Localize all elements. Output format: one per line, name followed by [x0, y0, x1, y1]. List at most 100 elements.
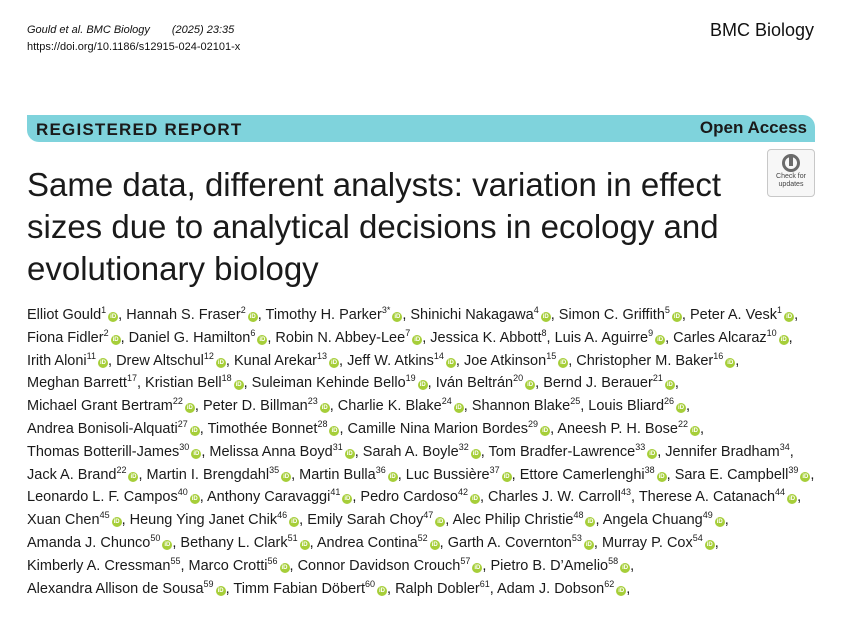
author: Meghan Barrett17, — [27, 373, 141, 392]
author: Murray P. Cox54iD, — [601, 532, 719, 551]
orcid-icon[interactable]: iD — [111, 517, 122, 528]
author-name: Meghan Barrett — [27, 375, 127, 392]
author: Michael Grant Bertram22iD, — [27, 396, 199, 415]
orcid-icon[interactable]: iD — [417, 380, 428, 391]
orcid-icon[interactable]: iD — [110, 334, 121, 345]
author-name: Simon C. Griffith — [558, 307, 665, 323]
journal-name: BMC Biology — [709, 20, 814, 40]
orcid-icon[interactable]: iD — [344, 448, 355, 459]
orcid-icon[interactable]: iD — [690, 425, 700, 436]
orcid-icon[interactable]: iD — [299, 539, 310, 550]
author-name: Ralph Dobler — [395, 580, 480, 597]
orcid-icon[interactable]: iD — [215, 357, 226, 368]
orcid-icon[interactable]: iD — [342, 494, 353, 505]
author-name: Carles Alcaraz — [673, 329, 767, 346]
orcid-icon[interactable]: iD — [558, 357, 569, 368]
orcid-icon[interactable]: iD — [279, 562, 290, 573]
orcid-icon[interactable]: iD — [472, 562, 483, 573]
orcid-icon[interactable]: iD — [540, 425, 551, 436]
author: Shannon Blake25, — [471, 396, 585, 415]
orcid-icon[interactable]: iD — [655, 334, 666, 345]
orcid-icon[interactable]: iD — [191, 448, 202, 459]
orcid-icon[interactable]: iD — [108, 312, 119, 322]
affiliation-number: 1 — [101, 305, 107, 315]
orcid-icon[interactable]: iD — [704, 539, 715, 550]
author: Daniel G. Hamilton6iD, — [128, 327, 272, 346]
orcid-icon[interactable]: iD — [784, 312, 795, 322]
check-for-updates-icon — [782, 154, 800, 172]
open-access-label: Open Access — [699, 118, 807, 137]
orcid-icon[interactable]: iD — [664, 380, 675, 391]
orcid-icon[interactable]: iD — [714, 517, 725, 528]
orcid-icon[interactable]: iD — [128, 471, 139, 482]
orcid-icon[interactable]: iD — [616, 585, 627, 596]
orcid-icon[interactable]: iD — [377, 585, 388, 596]
orcid-icon[interactable]: iD — [501, 471, 512, 482]
orcid-icon[interactable]: iD — [453, 403, 464, 414]
orcid-icon[interactable]: iD — [281, 471, 292, 482]
affiliation-number: 21 — [652, 373, 663, 384]
orcid-icon[interactable]: iD — [233, 380, 244, 391]
author-name: Timothy H. Parker — [265, 307, 382, 323]
orcid-icon[interactable]: iD — [676, 403, 687, 414]
author-name: Pietro B. D’Amelio — [490, 557, 609, 574]
author: Alexandra Allison de Sousa59iD, — [27, 578, 230, 597]
orcid-icon[interactable]: iD — [98, 357, 108, 368]
orcid-icon[interactable]: iD — [469, 494, 480, 505]
orcid-icon[interactable]: iD — [725, 357, 736, 368]
orcid-icon[interactable]: iD — [435, 517, 446, 528]
orcid-icon[interactable]: iD — [429, 539, 440, 550]
orcid-icon[interactable]: iD — [778, 334, 789, 345]
orcid-icon[interactable]: iD — [525, 380, 536, 391]
author-name: Bethany L. Clark — [180, 534, 288, 551]
check-for-updates-badge[interactable]: Check for updates — [767, 149, 815, 197]
author: Garth A. Covernton53iD, — [447, 532, 598, 551]
orcid-icon[interactable]: iD — [585, 517, 596, 528]
author-name: Timm Fabian Döbert — [233, 580, 365, 597]
author-name: Christopher M. Baker — [576, 352, 714, 369]
affiliation-number: 31 — [332, 441, 343, 452]
orcid-icon[interactable]: iD — [392, 312, 403, 322]
paper-title: Same data, different analysts: variation… — [27, 166, 722, 287]
affiliation-number: 62 — [604, 578, 615, 589]
author-name: Fiona Fidler — [27, 329, 104, 346]
orcid-icon[interactable]: iD — [445, 357, 456, 368]
orcid-icon[interactable]: iD — [319, 403, 330, 414]
orcid-icon[interactable]: iD — [671, 312, 682, 322]
orcid-icon[interactable]: iD — [215, 585, 226, 596]
doi-link[interactable]: https://doi.org/10.1186/s12915-024-02101… — [27, 41, 241, 53]
orcid-icon[interactable]: iD — [184, 403, 195, 414]
orcid-icon[interactable]: iD — [800, 471, 811, 482]
author-name: Melissa Anna Boyd — [209, 443, 333, 460]
orcid-icon[interactable]: iD — [189, 425, 200, 436]
orcid-icon[interactable]: iD — [656, 471, 667, 482]
affiliation-number: 58 — [608, 555, 619, 566]
orcid-icon[interactable]: iD — [247, 312, 258, 322]
author-name: Suleiman Kehinde Bello — [251, 375, 406, 392]
orcid-icon[interactable]: iD — [470, 448, 481, 459]
orcid-icon[interactable]: iD — [189, 494, 200, 505]
orcid-icon[interactable]: iD — [329, 425, 340, 436]
orcid-icon[interactable]: iD — [647, 448, 658, 459]
orcid-icon[interactable]: iD — [387, 471, 398, 482]
orcid-icon[interactable]: iD — [787, 494, 798, 505]
affiliation-number: 51 — [287, 532, 298, 543]
author: Kimberly A. Cressman55, — [27, 555, 185, 574]
author-name: Sara E. Campbell — [674, 466, 789, 483]
orcid-icon[interactable]: iD — [540, 312, 551, 322]
author-name: Andrea Bonisoli-Alquati — [27, 420, 178, 437]
author-name: Jack A. Brand — [27, 466, 117, 483]
orcid-icon[interactable]: iD — [329, 357, 340, 368]
orcid-icon[interactable]: iD — [289, 517, 300, 528]
author: Elliot Gould1iD, — [27, 305, 123, 324]
author-name: Elliot Gould — [27, 307, 102, 323]
author: Sara E. Campbell39iD, — [674, 464, 815, 483]
orcid-icon[interactable]: iD — [257, 334, 268, 345]
orcid-icon[interactable]: iD — [412, 334, 423, 345]
author: Fiona Fidler2iD, — [27, 327, 125, 346]
author: Xuan Chen45iD, — [27, 510, 126, 529]
orcid-icon[interactable]: iD — [620, 562, 631, 573]
author: Connor Davidson Crouch57iD, — [297, 555, 487, 574]
orcid-icon[interactable]: iD — [583, 539, 594, 550]
orcid-icon[interactable]: iD — [162, 539, 173, 550]
